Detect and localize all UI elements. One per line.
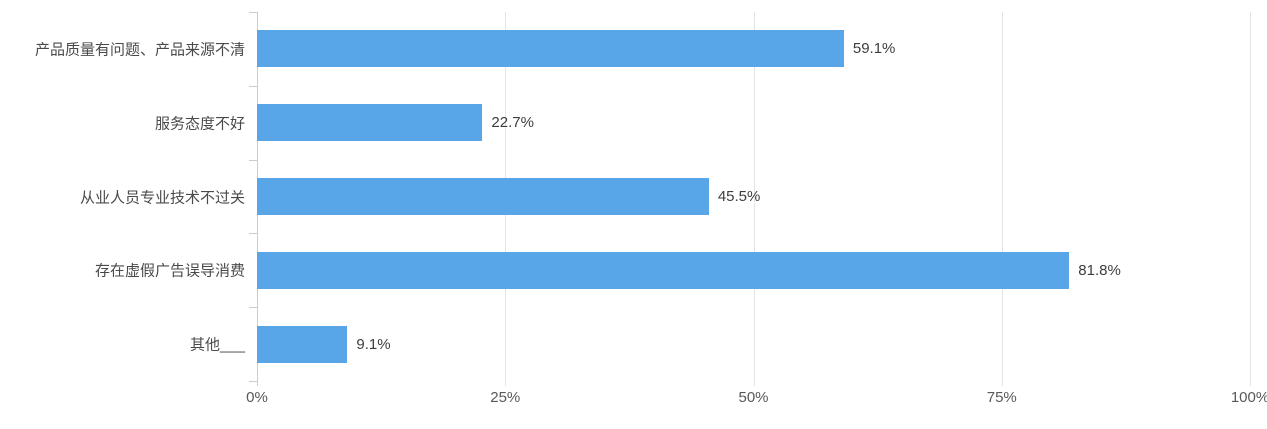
bar-value-label: 81.8%	[1078, 261, 1121, 279]
category-axis: 产品质量有问题、产品来源不清服务态度不好从业人员专业技术不过关存在虚假广告误导消…	[0, 12, 245, 381]
y-axis-tick	[249, 12, 257, 13]
y-axis-tick	[249, 85, 257, 87]
plot-area: 59.1% 22.7% 45.5% 81.8% 9.1%	[249, 12, 1251, 386]
category-label: 服务态度不好	[154, 115, 245, 133]
bar-value-label: 22.7%	[491, 114, 534, 132]
gridline-75	[1001, 12, 1003, 386]
y-axis-tick	[249, 233, 257, 235]
category-label: 产品质量有问题、产品来源不清	[34, 41, 245, 59]
x-tick-label: 75%	[986, 389, 1017, 406]
y-axis-tick	[249, 381, 257, 382]
bar-0	[257, 30, 844, 68]
y-axis-tick	[249, 307, 257, 309]
bar-value-label: 9.1%	[356, 335, 391, 353]
bar-4	[257, 325, 348, 363]
y-axis-tick	[249, 159, 257, 161]
x-tick-label: 100%	[1230, 389, 1267, 406]
bar-3	[257, 251, 1070, 289]
bar-value-label: 45.5%	[717, 188, 761, 205]
bar-1	[257, 104, 483, 142]
x-tick-label: 25%	[490, 389, 521, 406]
gridline-100	[1250, 12, 1251, 386]
bar-2	[257, 178, 709, 215]
bar-value-label: 59.1%	[852, 40, 896, 58]
category-label: 其他___	[189, 336, 245, 354]
category-label: 存在虚假广告误导消费	[94, 262, 245, 280]
x-tick-label: 0%	[246, 389, 268, 406]
x-axis: 0% 25% 50% 75% 100%	[246, 389, 1267, 411]
x-tick-label: 50%	[738, 389, 769, 406]
gridline-50	[753, 12, 755, 386]
category-label: 从业人员专业技术不过关	[79, 189, 245, 206]
